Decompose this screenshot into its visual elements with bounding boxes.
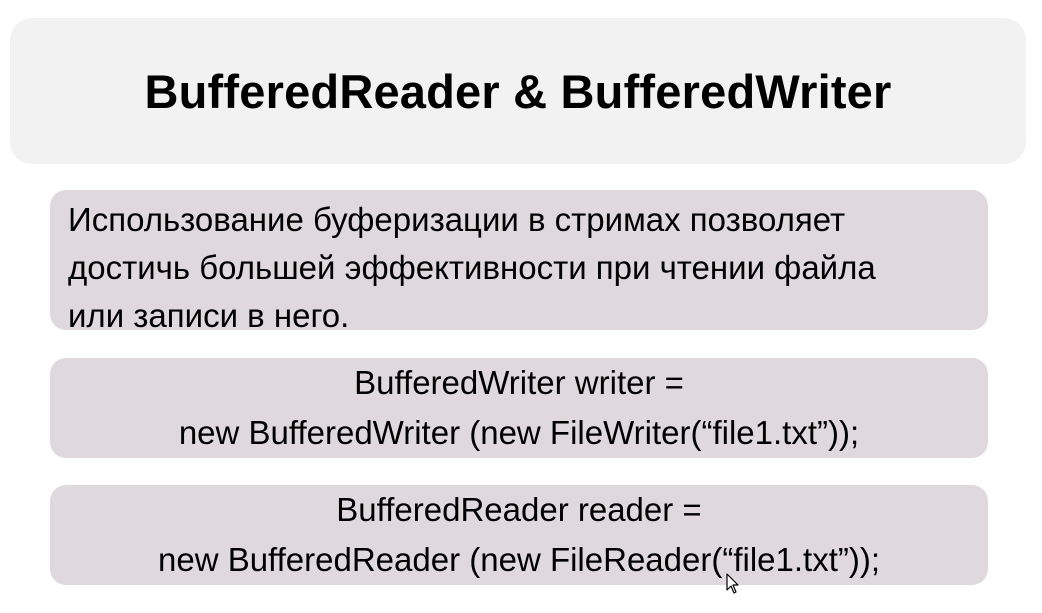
intro-text-line: достичь большей эффективности при чтении…	[68, 249, 876, 286]
intro-text-line: или записи в него.	[68, 297, 350, 334]
buffered-writer-code-line: BufferedWriter writer =	[354, 364, 684, 401]
intro-text-box: Использование буферизации в стримах позв…	[50, 190, 988, 334]
buffered-writer-code-line: new BufferedWriter (new FileWriter(“file…	[178, 414, 860, 451]
mouse-pointer-icon	[726, 573, 739, 594]
buffered-reader-code-line: new BufferedReader (new FileReader(“file…	[157, 541, 881, 578]
buffered-writer-code-box: BufferedWriter writer = new BufferedWrit…	[50, 358, 988, 458]
buffered-reader-code-line: BufferedReader reader =	[336, 491, 702, 528]
slide-title: BufferedReader & BufferedWriter	[144, 64, 892, 118]
title-box: BufferedReader & BufferedWriter	[10, 18, 1026, 164]
buffered-reader-code-box: BufferedReader reader = new BufferedRead…	[50, 485, 988, 585]
intro-text-line: Использование буферизации в стримах позв…	[68, 201, 846, 238]
